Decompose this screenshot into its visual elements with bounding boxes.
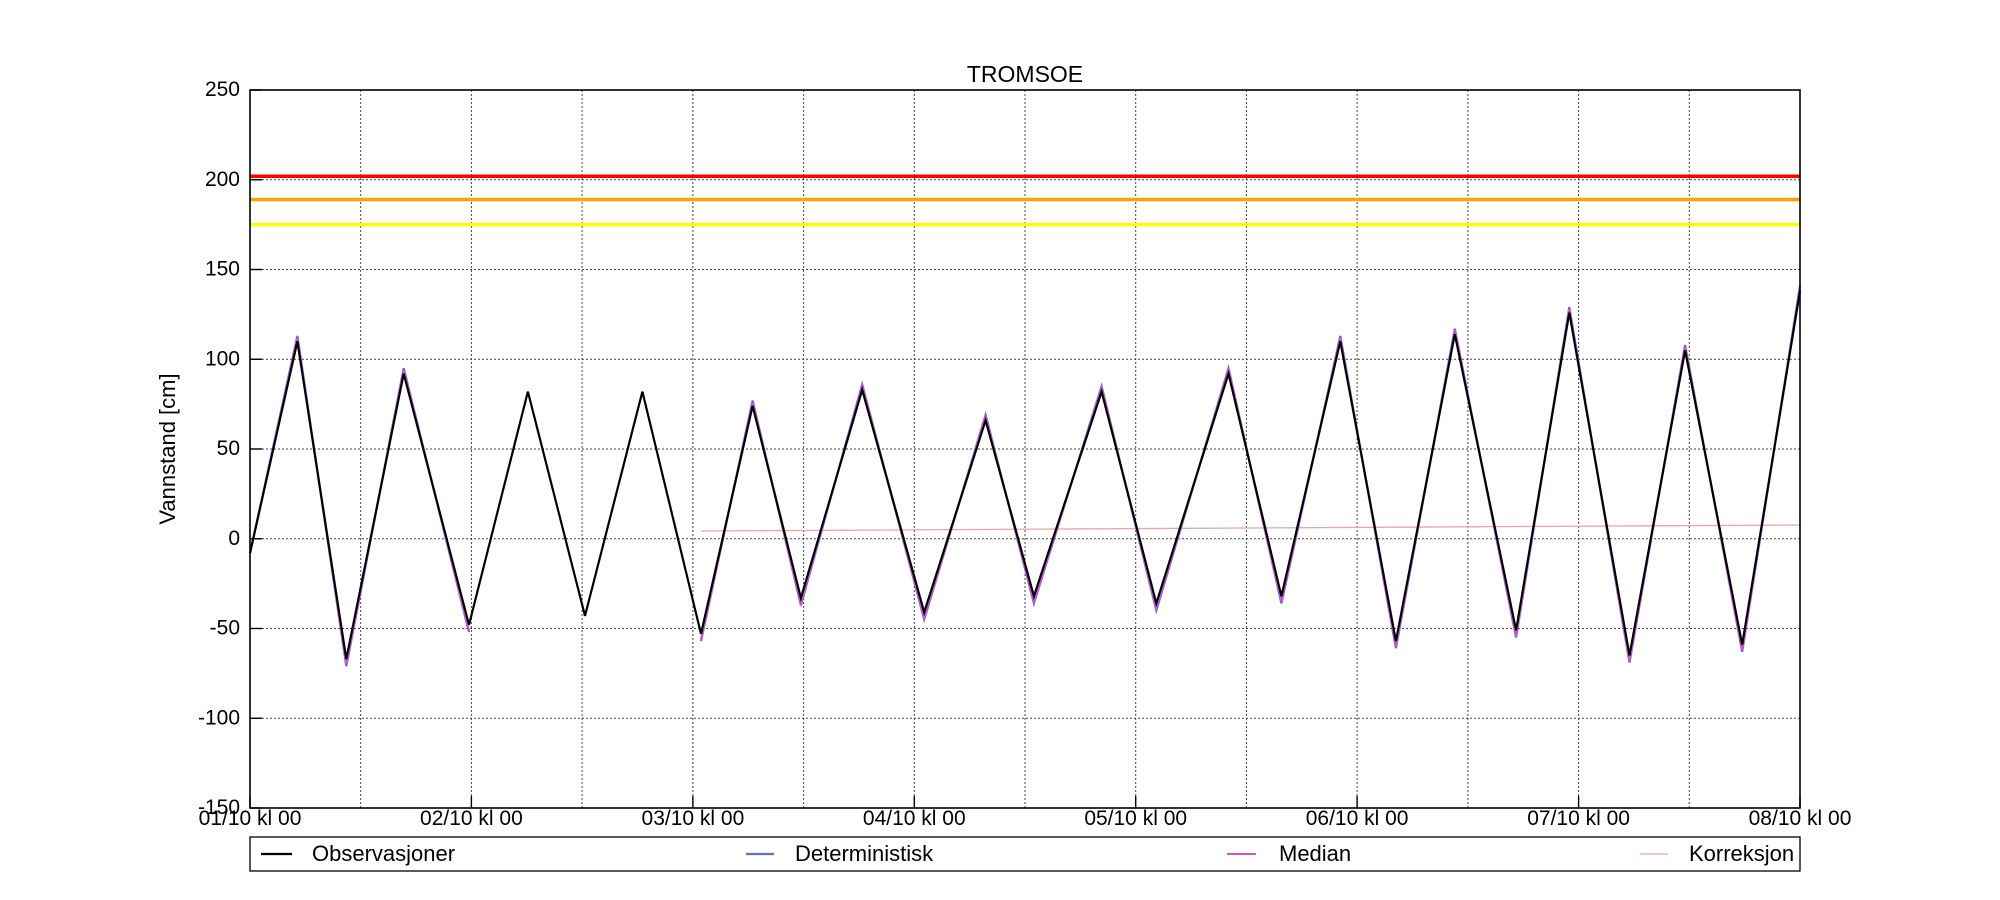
svg-text:-100: -100 [198,706,240,729]
svg-text:0: 0 [228,527,240,550]
svg-text:250: 250 [205,78,240,101]
svg-text:04/10 kl 00: 04/10 kl 00 [863,807,966,830]
svg-text:08/10 kl 00: 08/10 kl 00 [1749,807,1852,830]
svg-text:Observasjoner: Observasjoner [312,841,455,866]
svg-text:50: 50 [217,437,240,460]
svg-text:-50: -50 [210,617,240,640]
svg-text:Vannstand [cm]: Vannstand [cm] [155,373,180,524]
svg-text:06/10 kl 00: 06/10 kl 00 [1306,807,1409,830]
svg-text:100: 100 [205,347,240,370]
svg-text:200: 200 [205,168,240,191]
svg-text:01/10 kl 00: 01/10 kl 00 [199,807,302,830]
svg-text:Korreksjon: Korreksjon [1689,841,1794,866]
svg-text:Deterministisk: Deterministisk [795,841,934,866]
svg-text:07/10 kl 00: 07/10 kl 00 [1527,807,1630,830]
svg-text:03/10 kl 00: 03/10 kl 00 [642,807,745,830]
svg-text:05/10 kl 00: 05/10 kl 00 [1084,807,1187,830]
svg-text:TROMSOE: TROMSOE [967,61,1083,87]
svg-text:150: 150 [205,258,240,281]
svg-text:02/10 kl 00: 02/10 kl 00 [420,807,523,830]
svg-text:Median: Median [1279,841,1351,866]
